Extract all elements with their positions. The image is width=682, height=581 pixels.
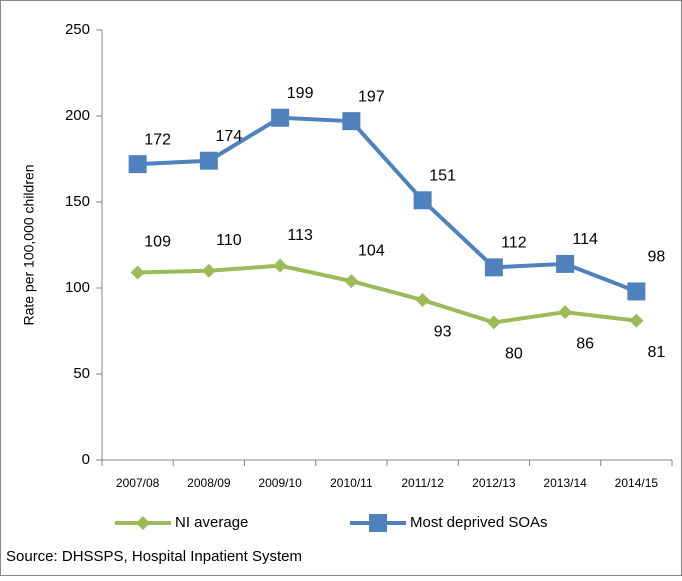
x-tick-label: 2014/15 — [615, 476, 659, 490]
y-tick-label: 0 — [82, 451, 90, 468]
point-marker — [273, 258, 288, 273]
x-tick-label: 2013/14 — [543, 476, 587, 490]
x-tick-label: 2010/11 — [330, 476, 373, 490]
point-marker — [556, 254, 575, 273]
series-line — [137, 263, 637, 325]
data-label: 104 — [358, 242, 385, 259]
x-tick-label: 2008/09 — [187, 476, 231, 490]
data-label: 151 — [429, 167, 456, 184]
legend-marker — [136, 516, 150, 530]
data-label: 114 — [572, 231, 598, 248]
point-marker — [627, 282, 646, 301]
x-tick-label: 2007/08 — [116, 476, 160, 490]
point-marker — [128, 155, 147, 174]
y-tick-label: 150 — [65, 193, 90, 210]
legend-label: NI average — [175, 514, 248, 531]
series-line — [137, 115, 638, 294]
data-label: 112 — [501, 235, 527, 252]
point-marker — [342, 112, 361, 131]
data-label: 98 — [647, 249, 665, 266]
point-marker — [486, 315, 501, 330]
y-tick-label: 100 — [65, 279, 90, 296]
point-marker — [413, 191, 432, 210]
point-marker — [415, 293, 430, 308]
x-tick-label: 2011/12 — [401, 476, 444, 490]
data-label: 197 — [358, 88, 385, 105]
point-marker — [199, 151, 218, 170]
x-tick-label: 2012/13 — [472, 476, 516, 490]
legend-label: Most deprived SOAs — [410, 514, 548, 531]
point-marker — [271, 108, 290, 127]
point-marker — [558, 305, 573, 320]
legend-marker — [369, 514, 387, 532]
data-label: 80 — [505, 346, 523, 363]
data-label: 110 — [216, 232, 242, 249]
y-axis-title: Rate per 100,000 children — [21, 164, 37, 325]
point-marker — [130, 265, 145, 280]
y-tick-label: 200 — [65, 107, 90, 124]
point-marker — [629, 313, 644, 328]
data-label: 109 — [144, 234, 171, 251]
data-label: 113 — [287, 227, 313, 244]
data-label: 93 — [434, 323, 452, 340]
point-marker — [484, 258, 503, 277]
data-label: 172 — [144, 131, 171, 148]
data-label: 174 — [216, 128, 243, 145]
y-tick-label: 250 — [65, 21, 90, 38]
x-tick-label: 2009/10 — [258, 476, 302, 490]
data-label: 81 — [647, 344, 665, 361]
data-label: 199 — [287, 85, 314, 102]
y-tick-label: 50 — [73, 365, 90, 382]
source-note: Source: DHSSPS, Hospital Inpatient Syste… — [6, 548, 302, 565]
data-label: 86 — [576, 335, 594, 352]
point-marker — [344, 274, 359, 289]
point-marker — [201, 263, 216, 278]
